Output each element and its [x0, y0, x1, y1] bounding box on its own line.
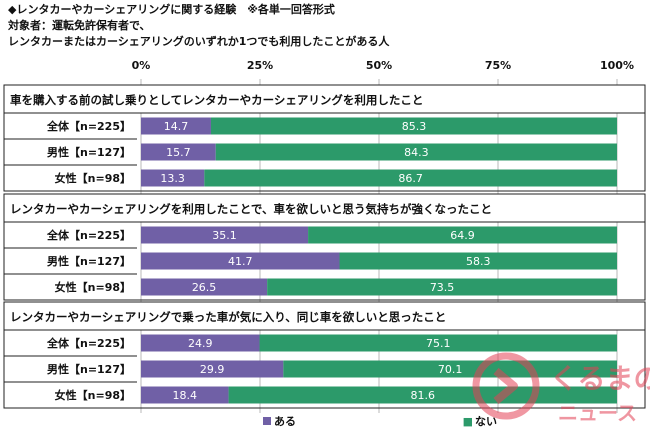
row-label: 全体【n=225】: [46, 119, 131, 133]
x-tick-label: 100%: [600, 59, 634, 72]
data-label-nai: 70.1: [438, 363, 463, 376]
data-label-aru: 14.7: [164, 120, 189, 133]
group-frame: [3, 84, 646, 192]
row-label: 全体【n=225】: [46, 228, 131, 242]
data-label-aru: 15.7: [166, 146, 191, 159]
bar-aru: [141, 117, 211, 135]
x-tick-label: 0%: [132, 59, 151, 72]
data-label-aru: 41.7: [228, 255, 253, 268]
group-frame: [3, 301, 646, 409]
x-tick-label: 25%: [247, 59, 273, 72]
row-label: 女性【n=98】: [55, 280, 131, 294]
legend-swatch-nai: ■: [463, 415, 473, 428]
group-title: 車を購入する前の試し乗りとしてレンタカーやカーシェアリングを利用したこと: [10, 93, 423, 107]
chart-subtitle: 対象者：運転免許保有者で、: [8, 19, 151, 32]
data-label-nai: 85.3: [402, 120, 427, 133]
group-title-band: [4, 194, 645, 222]
row-label: 全体【n=225】: [46, 336, 131, 350]
group-title: レンタカーやカーシェアリングで乗った車が気に入り、同じ車を欲しいと思ったこと: [10, 310, 446, 324]
bar-nai: [204, 169, 618, 187]
data-label-nai: 86.7: [398, 172, 423, 185]
data-label-aru: 24.9: [188, 337, 213, 350]
bar-nai: [259, 334, 617, 352]
bar-nai: [267, 278, 617, 296]
data-label-aru: 35.1: [212, 229, 237, 242]
group-title-band: [4, 85, 645, 113]
data-label-nai: 75.1: [426, 337, 451, 350]
svg-text:くるまの: くるまの: [550, 362, 650, 395]
x-tick-label: 75%: [485, 59, 511, 72]
group-title-band: [4, 302, 645, 330]
data-label-nai: 81.6: [411, 389, 436, 402]
bar-aru: [141, 386, 229, 404]
x-tick-label: 50%: [366, 59, 392, 72]
data-label-nai: 84.3: [404, 146, 429, 159]
chart-subtitle-2: レンタカーまたはカーシェアリングのいずれか1つでも利用したことがある人: [8, 35, 390, 48]
row-label: 男性【n=127】: [47, 254, 131, 268]
bar-nai: [308, 226, 617, 244]
bar-aru: [141, 334, 260, 352]
bar-nai: [210, 117, 618, 135]
bar-aru: [141, 278, 268, 296]
bar-aru: [141, 143, 216, 161]
kuruma-news-logo: くるまの ニュース: [472, 352, 650, 425]
row-label: 女性【n=98】: [55, 171, 131, 185]
data-label-aru: 13.3: [160, 172, 185, 185]
row-label: 男性【n=127】: [47, 362, 131, 376]
data-label-nai: 73.5: [430, 281, 455, 294]
row-label: 女性【n=98】: [55, 388, 131, 402]
svg-text:ニュース: ニュース: [558, 401, 637, 425]
data-label-nai: 58.3: [466, 255, 491, 268]
bar-nai: [215, 143, 617, 161]
row-label: 男性【n=127】: [47, 145, 131, 159]
data-label-aru: 26.5: [192, 281, 217, 294]
chart-title: ◆レンタカーやカーシェアリングに関する経験 ※各単一回答形式: [8, 3, 335, 16]
bar-nai: [339, 252, 617, 270]
bar-aru: [141, 252, 340, 270]
bar-aru: [141, 360, 284, 378]
legend-label-nai: ない: [475, 415, 497, 428]
bar-aru: [141, 226, 309, 244]
legend-swatch-aru: [263, 417, 271, 425]
data-label-nai: 64.9: [450, 229, 475, 242]
group-title: レンタカーやカーシェアリングを利用したことで、車を欲しいと思う気持ちが強くなった…: [10, 202, 492, 216]
bar-aru: [141, 169, 205, 187]
data-label-aru: 29.9: [200, 363, 225, 376]
bar-nai: [228, 386, 618, 404]
data-label-aru: 18.4: [173, 389, 198, 402]
group-frame: [3, 193, 646, 301]
legend-label-aru: ある: [274, 415, 296, 428]
